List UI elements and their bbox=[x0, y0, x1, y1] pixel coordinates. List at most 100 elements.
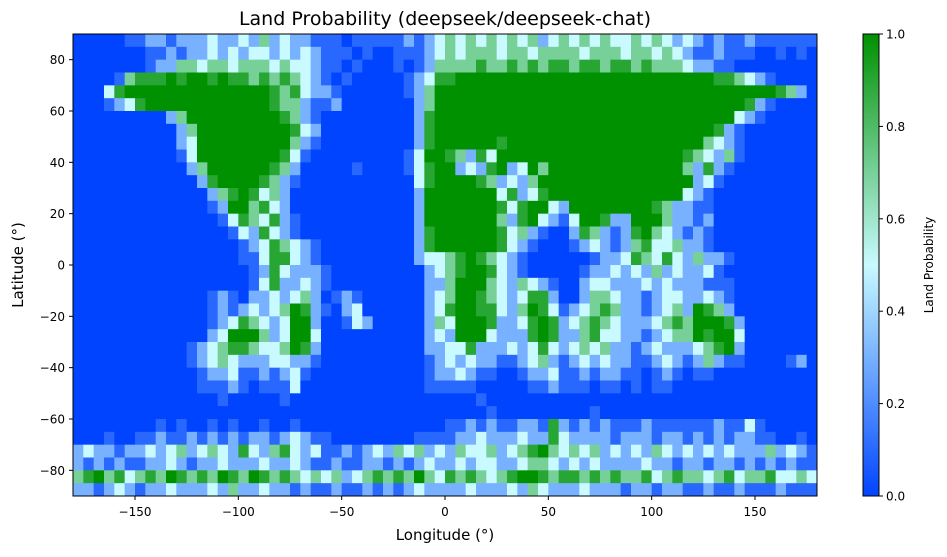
heatmap-cell bbox=[517, 457, 529, 471]
heatmap-cell bbox=[796, 380, 808, 394]
heatmap-cell bbox=[579, 111, 591, 125]
heatmap-cell bbox=[238, 149, 250, 163]
heatmap-cell bbox=[331, 149, 343, 163]
heatmap-cell bbox=[651, 303, 663, 317]
heatmap-cell bbox=[207, 367, 219, 381]
heatmap-cell bbox=[383, 342, 394, 356]
heatmap-cell bbox=[393, 290, 405, 304]
heatmap-cell bbox=[775, 303, 787, 317]
heatmap-cell bbox=[755, 329, 766, 343]
heatmap-cell bbox=[362, 162, 374, 176]
heatmap-cell bbox=[383, 46, 394, 61]
heatmap-cell bbox=[414, 213, 425, 227]
heatmap-cell bbox=[155, 444, 167, 458]
heatmap-cell bbox=[610, 265, 622, 279]
heatmap-cell bbox=[476, 213, 487, 227]
heatmap-cell bbox=[796, 290, 808, 304]
heatmap-cell bbox=[496, 277, 508, 292]
heatmap-cell bbox=[403, 393, 415, 407]
heatmap-cell bbox=[300, 136, 312, 150]
heatmap-cell bbox=[124, 111, 136, 125]
heatmap-cell bbox=[93, 85, 105, 99]
heatmap-cell bbox=[569, 431, 580, 446]
heatmap-cell bbox=[693, 136, 704, 150]
heatmap-cell bbox=[806, 329, 818, 343]
heatmap-cell bbox=[713, 175, 725, 189]
heatmap-cell bbox=[166, 46, 177, 61]
heatmap-cell bbox=[424, 342, 436, 356]
heatmap-cell bbox=[610, 457, 622, 471]
heatmap-cell bbox=[73, 136, 84, 150]
heatmap-cell bbox=[403, 470, 415, 484]
heatmap-cell bbox=[197, 98, 208, 112]
heatmap-cell bbox=[713, 380, 725, 394]
heatmap-cell bbox=[341, 316, 353, 330]
heatmap-cell bbox=[166, 111, 177, 125]
heatmap-cell bbox=[765, 380, 777, 394]
heatmap-cell bbox=[186, 136, 198, 150]
heatmap-cell bbox=[651, 419, 663, 433]
heatmap-cell bbox=[507, 277, 518, 292]
heatmap-cell bbox=[734, 239, 746, 253]
heatmap-cell bbox=[631, 85, 642, 99]
heatmap-cell bbox=[734, 290, 746, 304]
heatmap-cell bbox=[145, 111, 157, 125]
heatmap-cell bbox=[269, 59, 281, 73]
heatmap-cell bbox=[424, 72, 436, 86]
heatmap-cell bbox=[331, 277, 343, 292]
heatmap-cell bbox=[465, 188, 477, 202]
heatmap-cell bbox=[321, 34, 332, 48]
heatmap-cell bbox=[310, 483, 322, 497]
heatmap-cell bbox=[672, 213, 684, 227]
heatmap-cell bbox=[403, 457, 415, 471]
heatmap-cell bbox=[620, 380, 632, 394]
heatmap-cell bbox=[176, 406, 188, 420]
heatmap-cell bbox=[238, 72, 250, 86]
heatmap-cell bbox=[279, 239, 291, 253]
heatmap-cell bbox=[269, 111, 281, 125]
heatmap-cell bbox=[279, 98, 291, 112]
heatmap-cell bbox=[641, 470, 653, 484]
heatmap-cell bbox=[393, 316, 405, 330]
heatmap-cell bbox=[651, 367, 663, 381]
heatmap-cell bbox=[104, 354, 115, 369]
heatmap-cell bbox=[775, 200, 787, 215]
heatmap-cell bbox=[341, 380, 353, 394]
heatmap-cell bbox=[321, 290, 332, 304]
heatmap-cell bbox=[238, 239, 250, 253]
heatmap-cell bbox=[548, 226, 560, 240]
heatmap-cell bbox=[465, 226, 477, 240]
heatmap-cell bbox=[765, 329, 777, 343]
heatmap-cell bbox=[558, 188, 570, 202]
heatmap-cell bbox=[207, 123, 219, 138]
heatmap-cell bbox=[145, 354, 157, 369]
heatmap-cell bbox=[527, 367, 539, 381]
heatmap-cell bbox=[548, 98, 560, 112]
heatmap-cell bbox=[104, 85, 115, 99]
heatmap-cell bbox=[455, 380, 467, 394]
heatmap-cell bbox=[228, 367, 239, 381]
heatmap-cell bbox=[786, 265, 797, 279]
heatmap-cell bbox=[641, 34, 653, 48]
heatmap-cell bbox=[403, 46, 415, 61]
heatmap-cell bbox=[104, 444, 115, 458]
heatmap-cell bbox=[114, 444, 126, 458]
heatmap-cell bbox=[755, 470, 766, 484]
heatmap-cell bbox=[166, 444, 177, 458]
heatmap-cell bbox=[579, 213, 591, 227]
heatmap-cell bbox=[662, 34, 673, 48]
heatmap-cell bbox=[300, 34, 312, 48]
heatmap-cell bbox=[104, 46, 115, 61]
heatmap-cell bbox=[445, 46, 456, 61]
heatmap-cell bbox=[331, 85, 343, 99]
heatmap-cell bbox=[248, 162, 260, 176]
heatmap-cell bbox=[228, 470, 239, 484]
heatmap-cell bbox=[259, 277, 270, 292]
heatmap-cell bbox=[393, 136, 405, 150]
y-tick-label: 20 bbox=[50, 207, 65, 221]
heatmap-cell bbox=[517, 175, 529, 189]
heatmap-cell bbox=[641, 162, 653, 176]
heatmap-cell bbox=[83, 239, 95, 253]
heatmap-cell bbox=[672, 34, 684, 48]
heatmap-cell bbox=[186, 98, 198, 112]
